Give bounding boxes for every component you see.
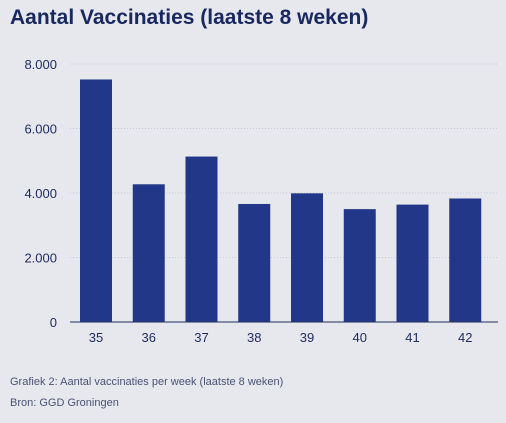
- y-tick-label: 6.000: [24, 122, 57, 137]
- x-tick-label: 39: [300, 330, 314, 345]
- y-tick-label: 4.000: [24, 186, 57, 201]
- x-tick-label: 38: [247, 330, 261, 345]
- bar: [238, 203, 271, 322]
- bar: [291, 193, 323, 322]
- y-tick-label: 2.000: [24, 251, 57, 266]
- x-tick-label: 41: [405, 330, 419, 345]
- bar: [396, 204, 429, 322]
- bar: [185, 156, 218, 322]
- chart-title: Aantal Vaccinaties (laatste 8 weken): [10, 6, 369, 29]
- x-tick-label: 37: [194, 330, 208, 345]
- y-tick-label: 0: [50, 315, 57, 330]
- x-tick-label: 40: [353, 330, 367, 345]
- chart-source: Bron: GGD Groningen: [10, 397, 119, 409]
- chart-caption: Grafiek 2: Aantal vaccinaties per week (…: [10, 376, 284, 388]
- x-tick-label: 42: [458, 330, 472, 345]
- bar: [132, 184, 165, 322]
- bar: [80, 79, 112, 322]
- bar: [449, 198, 482, 322]
- x-tick-label: 36: [142, 330, 156, 345]
- x-tick-label: 35: [89, 330, 103, 345]
- bar: [343, 209, 376, 322]
- y-tick-label: 8.000: [24, 57, 57, 72]
